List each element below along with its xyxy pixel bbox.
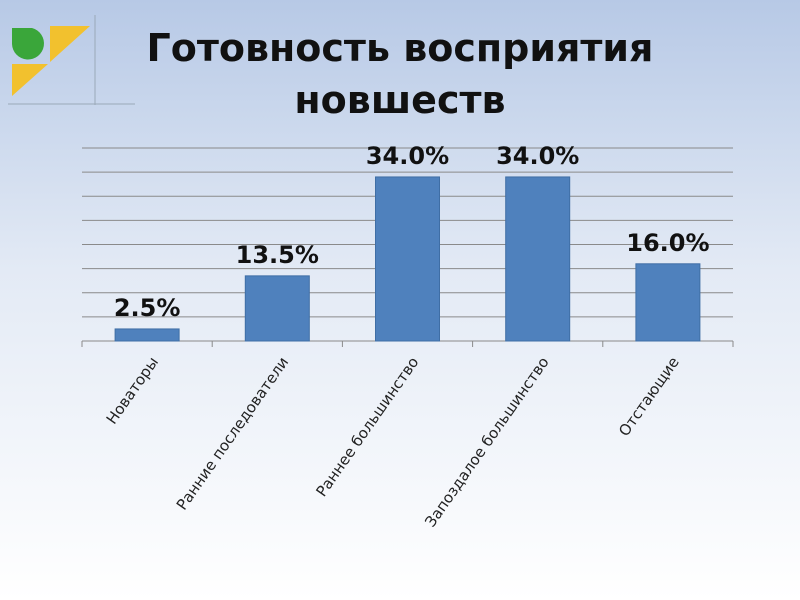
bar <box>114 328 180 342</box>
chart-title: Готовность восприятия новшеств <box>146 26 654 122</box>
x-tick-label: Новаторы <box>103 354 162 428</box>
x-tick-label: Запоздалое большинство <box>421 354 552 531</box>
bar <box>635 263 701 342</box>
bar <box>505 176 571 342</box>
value-label: 13.5% <box>236 241 319 269</box>
x-tick-label: Отстающие <box>615 354 683 440</box>
value-label: 2.5% <box>114 294 181 322</box>
bar <box>375 176 440 342</box>
x-tick-label: Ранние последователи <box>173 354 292 514</box>
bar <box>244 275 310 342</box>
value-label: 34.0% <box>496 142 579 170</box>
logo <box>8 15 135 105</box>
x-tick-label: Раннее большинство <box>312 354 422 500</box>
value-label: 34.0% <box>366 142 449 170</box>
value-label: 16.0% <box>626 229 709 257</box>
